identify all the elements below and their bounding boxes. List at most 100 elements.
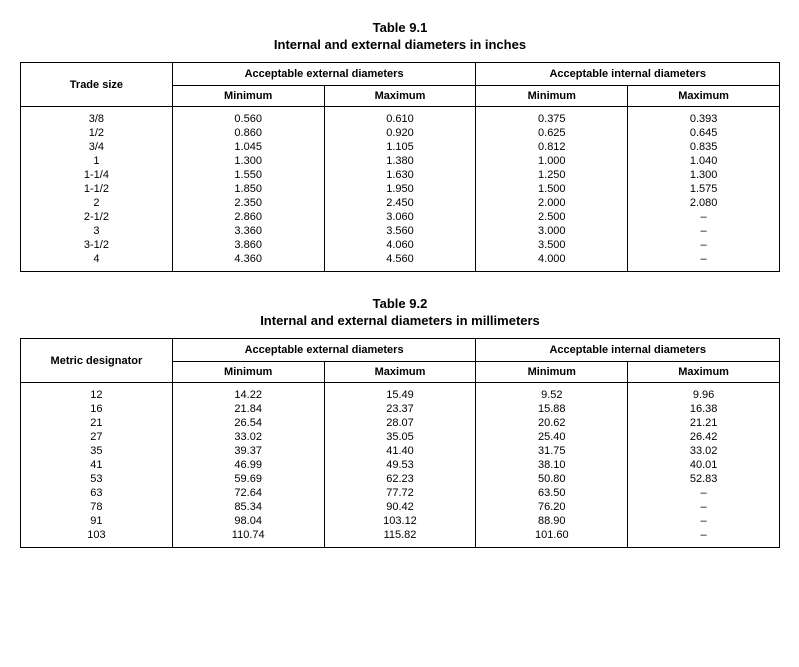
cell-int-max: 0.645 <box>628 126 780 140</box>
cell-ext-max: 3.560 <box>324 224 476 238</box>
cell-int-max: 1.040 <box>628 154 780 168</box>
cell-ext-min: 0.860 <box>172 126 324 140</box>
table-row: 4146.9949.5338.1040.01 <box>21 458 780 472</box>
cell-size: 16 <box>21 402 173 416</box>
cell-size: 1/2 <box>21 126 173 140</box>
cell-int-min: 50.80 <box>476 472 628 486</box>
cell-ext-max: 35.05 <box>324 430 476 444</box>
cell-ext-max: 77.72 <box>324 486 476 500</box>
table1-ext-max-label: Maximum <box>324 86 476 107</box>
table-row: 3-1/23.8604.0603.500– <box>21 238 780 252</box>
cell-int-min: 38.10 <box>476 458 628 472</box>
cell-int-min: 4.000 <box>476 252 628 272</box>
cell-ext-min: 85.34 <box>172 500 324 514</box>
table-row: 11.3001.3801.0001.040 <box>21 154 780 168</box>
cell-int-max: 52.83 <box>628 472 780 486</box>
table2-col-size: Metric designator <box>21 339 173 383</box>
cell-ext-min: 110.74 <box>172 528 324 548</box>
cell-int-max: 16.38 <box>628 402 780 416</box>
table-row: 44.3604.5604.000– <box>21 252 780 272</box>
cell-int-max: – <box>628 210 780 224</box>
cell-int-min: 3.500 <box>476 238 628 252</box>
cell-int-max: 1.300 <box>628 168 780 182</box>
table-row: 2126.5428.0720.6221.21 <box>21 416 780 430</box>
table-row: 5359.6962.2350.8052.83 <box>21 472 780 486</box>
cell-ext-max: 1.105 <box>324 140 476 154</box>
cell-size: 91 <box>21 514 173 528</box>
cell-ext-min: 33.02 <box>172 430 324 444</box>
cell-ext-min: 4.360 <box>172 252 324 272</box>
table-row: 3/80.5600.6100.3750.393 <box>21 107 780 127</box>
table1-int-header: Acceptable internal diameters <box>476 63 780 86</box>
cell-ext-max: 0.920 <box>324 126 476 140</box>
cell-int-max: 33.02 <box>628 444 780 458</box>
cell-ext-min: 21.84 <box>172 402 324 416</box>
cell-ext-min: 26.54 <box>172 416 324 430</box>
table-row: 33.3603.5603.000– <box>21 224 780 238</box>
table-row: 7885.3490.4276.20– <box>21 500 780 514</box>
cell-size: 4 <box>21 252 173 272</box>
cell-size: 53 <box>21 472 173 486</box>
cell-int-max: – <box>628 514 780 528</box>
cell-int-min: 1.250 <box>476 168 628 182</box>
cell-int-min: 0.812 <box>476 140 628 154</box>
cell-size: 2 <box>21 196 173 210</box>
table2-ext-header: Acceptable external diameters <box>172 339 476 362</box>
table2-ext-min-label: Minimum <box>172 362 324 383</box>
cell-size: 2-1/2 <box>21 210 173 224</box>
cell-ext-min: 1.300 <box>172 154 324 168</box>
table1: Trade size Acceptable external diameters… <box>20 62 780 272</box>
cell-int-min: 3.000 <box>476 224 628 238</box>
cell-size: 3-1/2 <box>21 238 173 252</box>
cell-int-max: 21.21 <box>628 416 780 430</box>
cell-ext-max: 49.53 <box>324 458 476 472</box>
cell-int-min: 0.375 <box>476 107 628 127</box>
cell-ext-min: 46.99 <box>172 458 324 472</box>
cell-size: 27 <box>21 430 173 444</box>
table1-title: Internal and external diameters in inche… <box>20 37 780 52</box>
cell-ext-max: 103.12 <box>324 514 476 528</box>
cell-int-max: – <box>628 238 780 252</box>
cell-ext-min: 2.350 <box>172 196 324 210</box>
cell-ext-max: 90.42 <box>324 500 476 514</box>
cell-ext-max: 3.060 <box>324 210 476 224</box>
table-row: 6372.6477.7263.50– <box>21 486 780 500</box>
cell-int-max: 0.393 <box>628 107 780 127</box>
table-row: 22.3502.4502.0002.080 <box>21 196 780 210</box>
cell-ext-max: 41.40 <box>324 444 476 458</box>
cell-ext-min: 39.37 <box>172 444 324 458</box>
cell-int-min: 9.52 <box>476 383 628 403</box>
table-row: 2-1/22.8603.0602.500– <box>21 210 780 224</box>
cell-ext-min: 1.850 <box>172 182 324 196</box>
cell-int-min: 0.625 <box>476 126 628 140</box>
table1-int-max-label: Maximum <box>628 86 780 107</box>
cell-int-max: – <box>628 252 780 272</box>
cell-ext-min: 3.360 <box>172 224 324 238</box>
table2-ref: Table 9.2 <box>20 296 780 311</box>
cell-int-max: – <box>628 500 780 514</box>
cell-ext-max: 28.07 <box>324 416 476 430</box>
table-row: 2733.0235.0525.4026.42 <box>21 430 780 444</box>
table-row: 1/20.8600.9200.6250.645 <box>21 126 780 140</box>
table2-int-max-label: Maximum <box>628 362 780 383</box>
cell-int-max: 26.42 <box>628 430 780 444</box>
table-row: 9198.04103.1288.90– <box>21 514 780 528</box>
table1-ref: Table 9.1 <box>20 20 780 35</box>
cell-ext-max: 15.49 <box>324 383 476 403</box>
cell-ext-max: 1.630 <box>324 168 476 182</box>
cell-int-min: 20.62 <box>476 416 628 430</box>
table-row: 3539.3741.4031.7533.02 <box>21 444 780 458</box>
cell-int-min: 1.500 <box>476 182 628 196</box>
document-wrap: Table 9.1 Internal and external diameter… <box>20 20 780 548</box>
cell-size: 12 <box>21 383 173 403</box>
cell-int-min: 25.40 <box>476 430 628 444</box>
table-row: 3/41.0451.1050.8120.835 <box>21 140 780 154</box>
cell-ext-min: 59.69 <box>172 472 324 486</box>
cell-size: 3 <box>21 224 173 238</box>
table-row: 1-1/21.8501.9501.5001.575 <box>21 182 780 196</box>
cell-int-max: 40.01 <box>628 458 780 472</box>
table-row: 1-1/41.5501.6301.2501.300 <box>21 168 780 182</box>
cell-ext-max: 62.23 <box>324 472 476 486</box>
cell-size: 63 <box>21 486 173 500</box>
table2-body: 1214.2215.499.529.961621.8423.3715.8816.… <box>21 383 780 548</box>
